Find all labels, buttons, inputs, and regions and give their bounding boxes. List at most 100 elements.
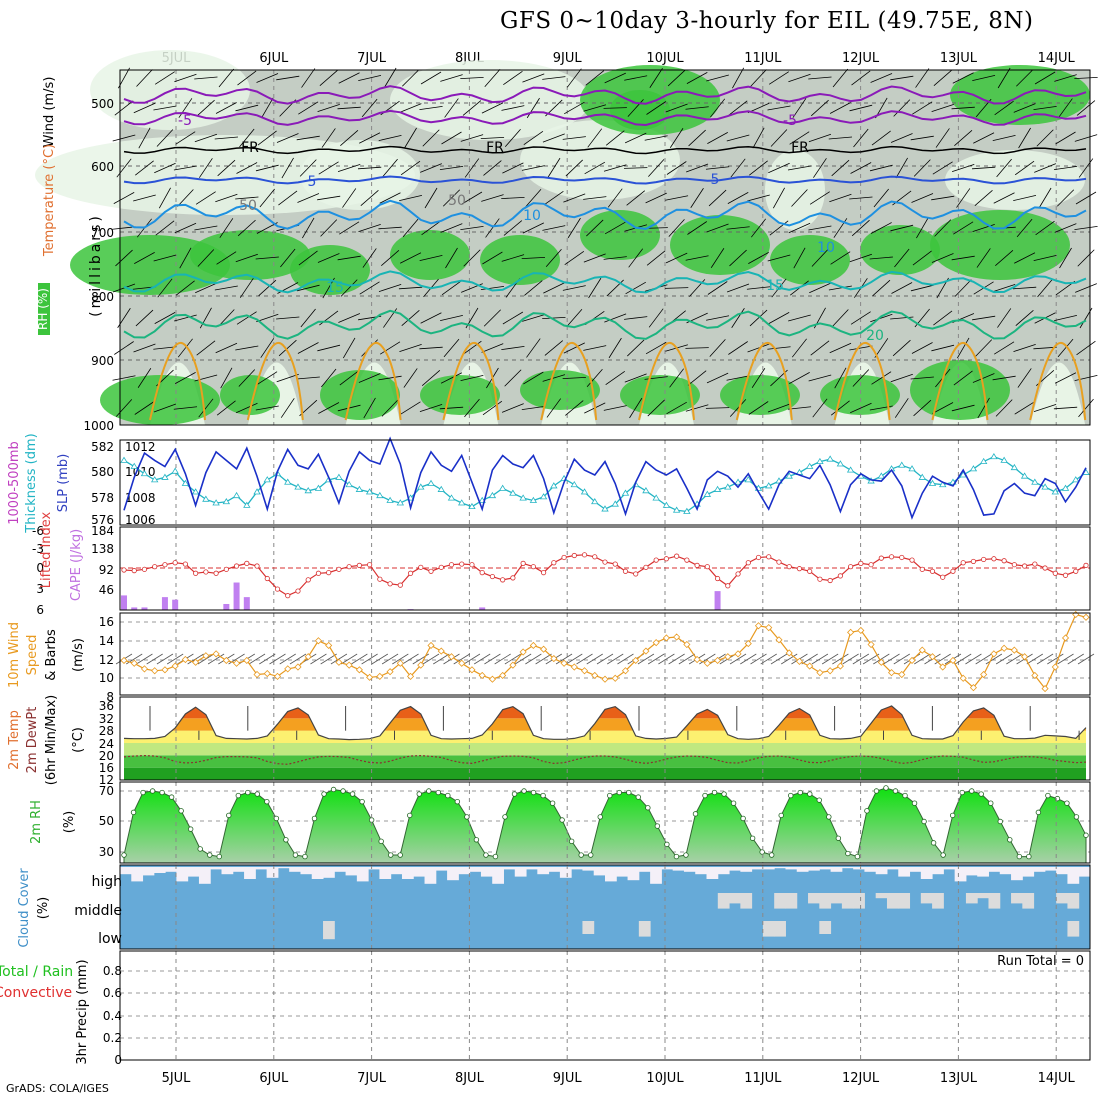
cape-bar <box>243 597 250 610</box>
minmax-ylabel: (6hr Min/Max) <box>44 695 59 785</box>
cloud-cell-high <box>120 867 132 875</box>
wind-barb <box>399 194 423 202</box>
wind-barb <box>1016 69 1034 87</box>
wind-barb <box>603 256 627 260</box>
wind-barb <box>196 99 215 117</box>
rh-point <box>292 852 299 858</box>
rh-point <box>521 788 527 794</box>
wind-barb <box>236 162 258 174</box>
contour-label: -5 <box>178 113 192 129</box>
wind-barb <box>522 314 545 322</box>
rh-moist-area <box>670 215 770 275</box>
thickness-point <box>1061 484 1070 491</box>
wind-barb <box>1014 401 1035 415</box>
rh-point <box>997 818 1003 825</box>
wind-barb <box>810 99 829 117</box>
wind10m-barb <box>750 653 767 665</box>
lifted-index-point <box>377 576 383 582</box>
wind-barb <box>545 248 562 268</box>
thickness-point <box>601 505 609 512</box>
wind-barb <box>521 256 546 260</box>
wind-barb <box>607 188 623 208</box>
wind-barb <box>1078 398 1094 418</box>
cloud-cell-high <box>187 867 200 877</box>
wind-barb <box>729 399 747 417</box>
wind-barb <box>710 98 726 118</box>
wind-barb <box>729 249 747 267</box>
wind-barb <box>461 191 483 205</box>
thickness-point <box>805 462 814 469</box>
wind10m-panel: 16 14 12 10 8 10m Wind Speed & Barbs (m/s) <box>7 610 1095 704</box>
wind-barb <box>480 285 505 291</box>
wind-barb <box>1036 129 1054 147</box>
lifted-index-point <box>899 554 905 561</box>
wind10m-barb <box>535 653 552 665</box>
wind-barb <box>547 157 561 179</box>
wind-barb <box>566 68 582 88</box>
wind-barb <box>400 160 421 176</box>
wind10m-point <box>519 648 527 656</box>
wind-barb <box>852 369 870 387</box>
wind-barb <box>480 136 505 140</box>
thickness-point <box>652 494 660 501</box>
wind-unit: (m/s) <box>71 638 86 672</box>
cloud-cell-high <box>965 867 978 876</box>
thickness-tick-label: 582 <box>91 440 114 454</box>
wind-barb <box>828 285 852 291</box>
cloud-cell-middle <box>898 893 911 909</box>
wind10m-point <box>458 659 466 667</box>
lifted-index-point <box>1073 568 1079 574</box>
wind-barb <box>135 160 154 176</box>
rh-point <box>178 808 184 814</box>
slp-panel-frame <box>119 439 1091 526</box>
wind-barb <box>893 99 911 117</box>
wind-barb <box>956 188 971 208</box>
wind-barb <box>975 339 993 357</box>
wind-barb <box>624 75 648 81</box>
rh-point <box>530 789 537 796</box>
wind-barb <box>1016 218 1033 238</box>
wind-barb <box>133 343 156 353</box>
wind10m-barb <box>310 653 327 665</box>
lifted-index-point <box>428 568 434 574</box>
wind-barb <box>379 192 401 204</box>
wind-barb <box>523 130 544 146</box>
wind-barb <box>793 247 806 269</box>
cloud-cell-high <box>469 867 482 872</box>
cloud-cell-high <box>176 867 189 882</box>
wind-barb <box>441 280 462 296</box>
rh-point <box>778 812 784 819</box>
wind-barb <box>362 248 377 268</box>
wind-barb <box>688 129 706 147</box>
precip-panel-frame <box>119 950 1091 1061</box>
rh-point <box>911 800 918 806</box>
wind10m-point <box>887 669 896 677</box>
cloud-cell-high <box>729 867 741 871</box>
cloud-cell-high <box>424 867 437 884</box>
wind10m-barb <box>422 653 440 665</box>
thickness-point <box>990 452 998 460</box>
temp-tick-label: 24 <box>99 737 114 751</box>
lifted-index-point <box>704 564 710 570</box>
wind-barb <box>523 371 544 385</box>
wind-barb <box>502 162 524 174</box>
thickness-point <box>580 488 589 495</box>
cloud-cell-low <box>762 921 775 937</box>
wind-barb <box>501 196 525 200</box>
wind10m-point <box>376 672 384 680</box>
wind-barb <box>542 133 565 143</box>
wind-barb <box>276 75 300 81</box>
cloud-cell-middle <box>932 893 944 909</box>
lifted-index-point <box>141 566 148 572</box>
wind10m-barb <box>934 653 951 665</box>
wind-barb <box>1074 76 1098 80</box>
cloud-cell-high <box>311 867 324 879</box>
wind10m-barb <box>852 653 870 665</box>
thickness-point <box>816 457 824 464</box>
lifted-index-point <box>1011 562 1017 568</box>
lifted-index-point <box>315 570 322 576</box>
wind-barb <box>911 342 933 354</box>
wind10m-point <box>355 666 363 674</box>
temp-band <box>124 743 1086 756</box>
rh-point <box>302 853 308 860</box>
